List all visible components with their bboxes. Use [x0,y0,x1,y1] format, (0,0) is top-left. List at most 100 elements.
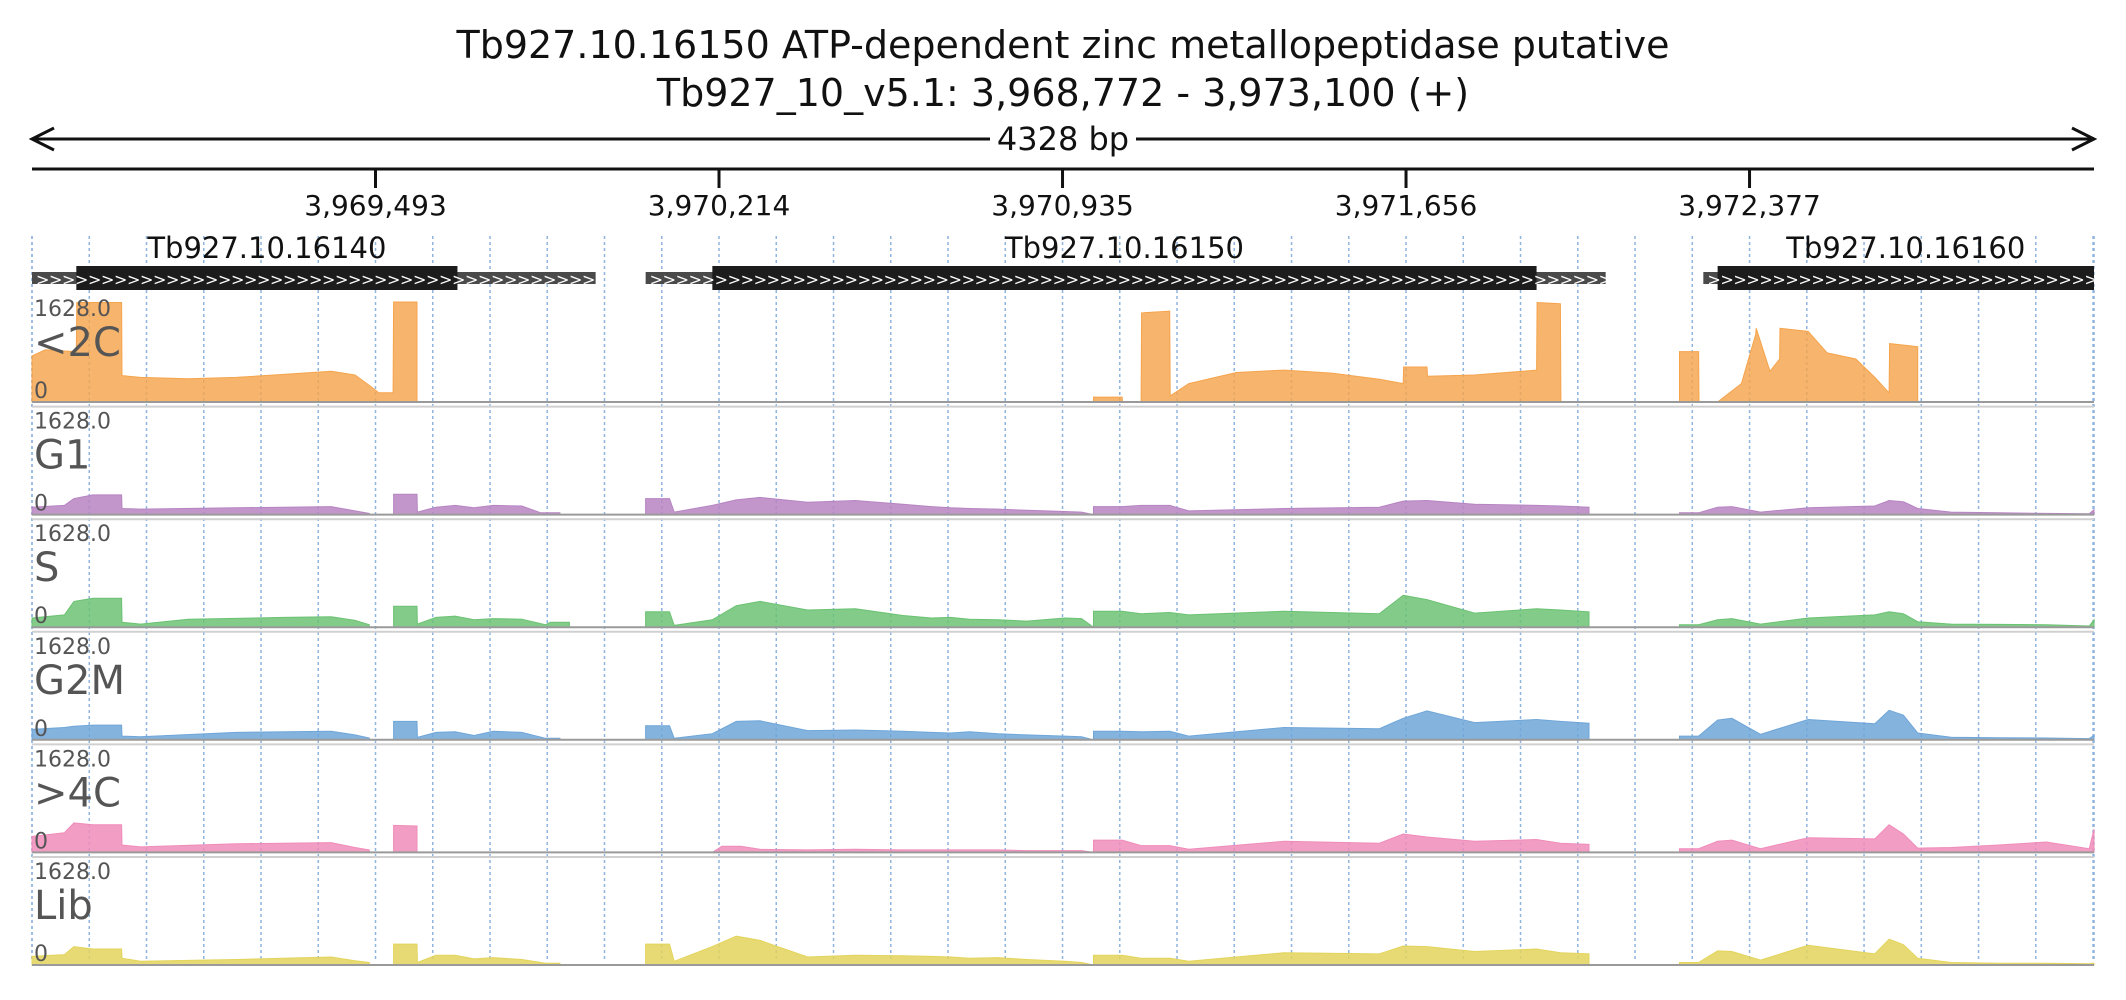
strand-arrow-glyph: > [1707,270,1720,289]
coverage-area [645,496,1094,516]
strand-arrow-glyph: > [452,270,465,289]
strand-arrow-glyph: > [2032,270,2045,289]
coverage-area [1093,945,1590,966]
strand-arrow-glyph: > [426,270,439,289]
strand-arrow-glyph: > [832,270,845,289]
strand-arrow-glyph: > [975,270,988,289]
track-max-label: 1628.0 [34,860,111,885]
strand-arrow-glyph: > [36,270,49,289]
strand-arrow-glyph: > [871,270,884,289]
track-label: >4C [34,770,121,816]
gene-cds [712,266,1537,290]
coverage-area [1093,594,1590,628]
strand-arrow-glyph: > [283,270,296,289]
strand-arrow-glyph: > [2019,270,2032,289]
strand-arrow-glyph: > [335,270,348,289]
strand-arrow-glyph: > [1811,270,1824,289]
strand-arrow-glyph: > [1495,270,1508,289]
strand-arrow-glyph: > [296,270,309,289]
chart-title: Tb927.10.16150 ATP-dependent zinc metall… [456,23,1670,67]
strand-arrow-glyph: > [491,270,504,289]
axis-tick-label: 3,969,493 [304,189,447,222]
strand-arrow-glyph: > [1733,270,1746,289]
strand-arrow-glyph: > [1928,270,1941,289]
strand-arrow-glyph: > [923,270,936,289]
strand-arrow-glyph: > [1235,270,1248,289]
strand-arrow-glyph: > [101,270,114,289]
strand-arrow-glyph: > [1443,270,1456,289]
strand-arrow-glyph: > [231,270,244,289]
strand-arrow-glyph: > [1430,270,1443,289]
coverage-area [1679,824,2095,853]
strand-arrow-glyph: > [1287,270,1300,289]
strand-arrow-glyph: > [962,270,975,289]
strand-arrow-glyph: > [127,270,140,289]
strand-arrow-glyph: > [400,270,413,289]
strand-arrow-glyph: > [2058,270,2071,289]
strand-arrow-glyph: > [1508,270,1521,289]
strand-arrow-glyph: > [1144,270,1157,289]
span-label: 4328 bp [997,120,1129,158]
strand-arrow-glyph: > [728,270,741,289]
strand-arrow-glyph: > [1967,270,1980,289]
strand-arrow-glyph: > [387,270,400,289]
strand-arrow-glyph: > [754,270,767,289]
axis-tick-label: 3,970,935 [991,189,1134,222]
axis-tick-label: 3,971,656 [1335,189,1478,222]
strand-arrow-glyph: > [1209,270,1222,289]
span-label-background [990,119,1136,159]
strand-arrow-glyph: > [374,270,387,289]
strand-arrow-glyph: > [556,270,569,289]
strand-arrow-glyph: > [1876,270,1889,289]
strand-arrow-glyph: > [1404,270,1417,289]
strand-arrow-glyph: > [309,270,322,289]
track-min-label: 0 [34,379,48,404]
strand-arrow-glyph: > [1196,270,1209,289]
strand-arrow-glyph: > [1469,270,1482,289]
strand-arrow-glyph: > [1993,270,2006,289]
strand-arrow-glyph: > [1915,270,1928,289]
strand-arrow-glyph: > [1300,270,1313,289]
strand-arrow-glyph: > [348,270,361,289]
strand-arrow-glyph: > [1053,270,1066,289]
track-label: G1 [34,433,90,479]
track-label: Lib [34,883,93,929]
strand-arrow-glyph: > [897,270,910,289]
strand-arrow-glyph: > [1027,270,1040,289]
strand-arrow-glyph: > [1183,270,1196,289]
coverage-area [1093,499,1590,516]
strand-arrow-glyph: > [2045,270,2058,289]
strand-arrow-glyph: > [166,270,179,289]
track-max-label: 1628.0 [34,297,111,322]
coverage-area [1679,938,2095,966]
track-min-label: 0 [34,492,48,517]
axis-tick-label: 3,970,214 [648,189,791,222]
strand-arrow-glyph: > [439,270,452,289]
strand-arrow-glyph: > [1001,270,1014,289]
coverage-area [1679,327,1919,403]
strand-arrow-glyph: > [1365,270,1378,289]
strand-arrow-glyph: > [1560,270,1573,289]
strand-arrow-glyph: > [988,270,1001,289]
track-min-label: 0 [34,829,48,854]
strand-arrow-glyph: > [49,270,62,289]
strand-arrow-glyph: > [819,270,832,289]
strand-arrow-glyph: > [689,270,702,289]
strand-arrow-glyph: > [361,270,374,289]
strand-arrow-glyph: > [741,270,754,289]
strand-arrow-glyph: > [1248,270,1261,289]
strand-arrow-glyph: > [1066,270,1079,289]
strand-arrow-glyph: > [1014,270,1027,289]
coverage-tracks: 1628.0<2C01628.0G101628.0S01628.0G2M0162… [31,297,2095,967]
strand-arrow-glyph: > [949,270,962,289]
strand-arrow-glyph: > [582,270,595,289]
strand-arrow-glyph: > [1040,270,1053,289]
strand-arrow-glyph: > [780,270,793,289]
strand-arrow-glyph: > [1759,270,1772,289]
strand-arrow-glyph: > [1092,270,1105,289]
coverage-area [393,824,418,853]
strand-arrow-glyph: > [1378,270,1391,289]
strand-arrow-glyph: > [2071,270,2084,289]
strand-arrow-glyph: > [1547,270,1560,289]
